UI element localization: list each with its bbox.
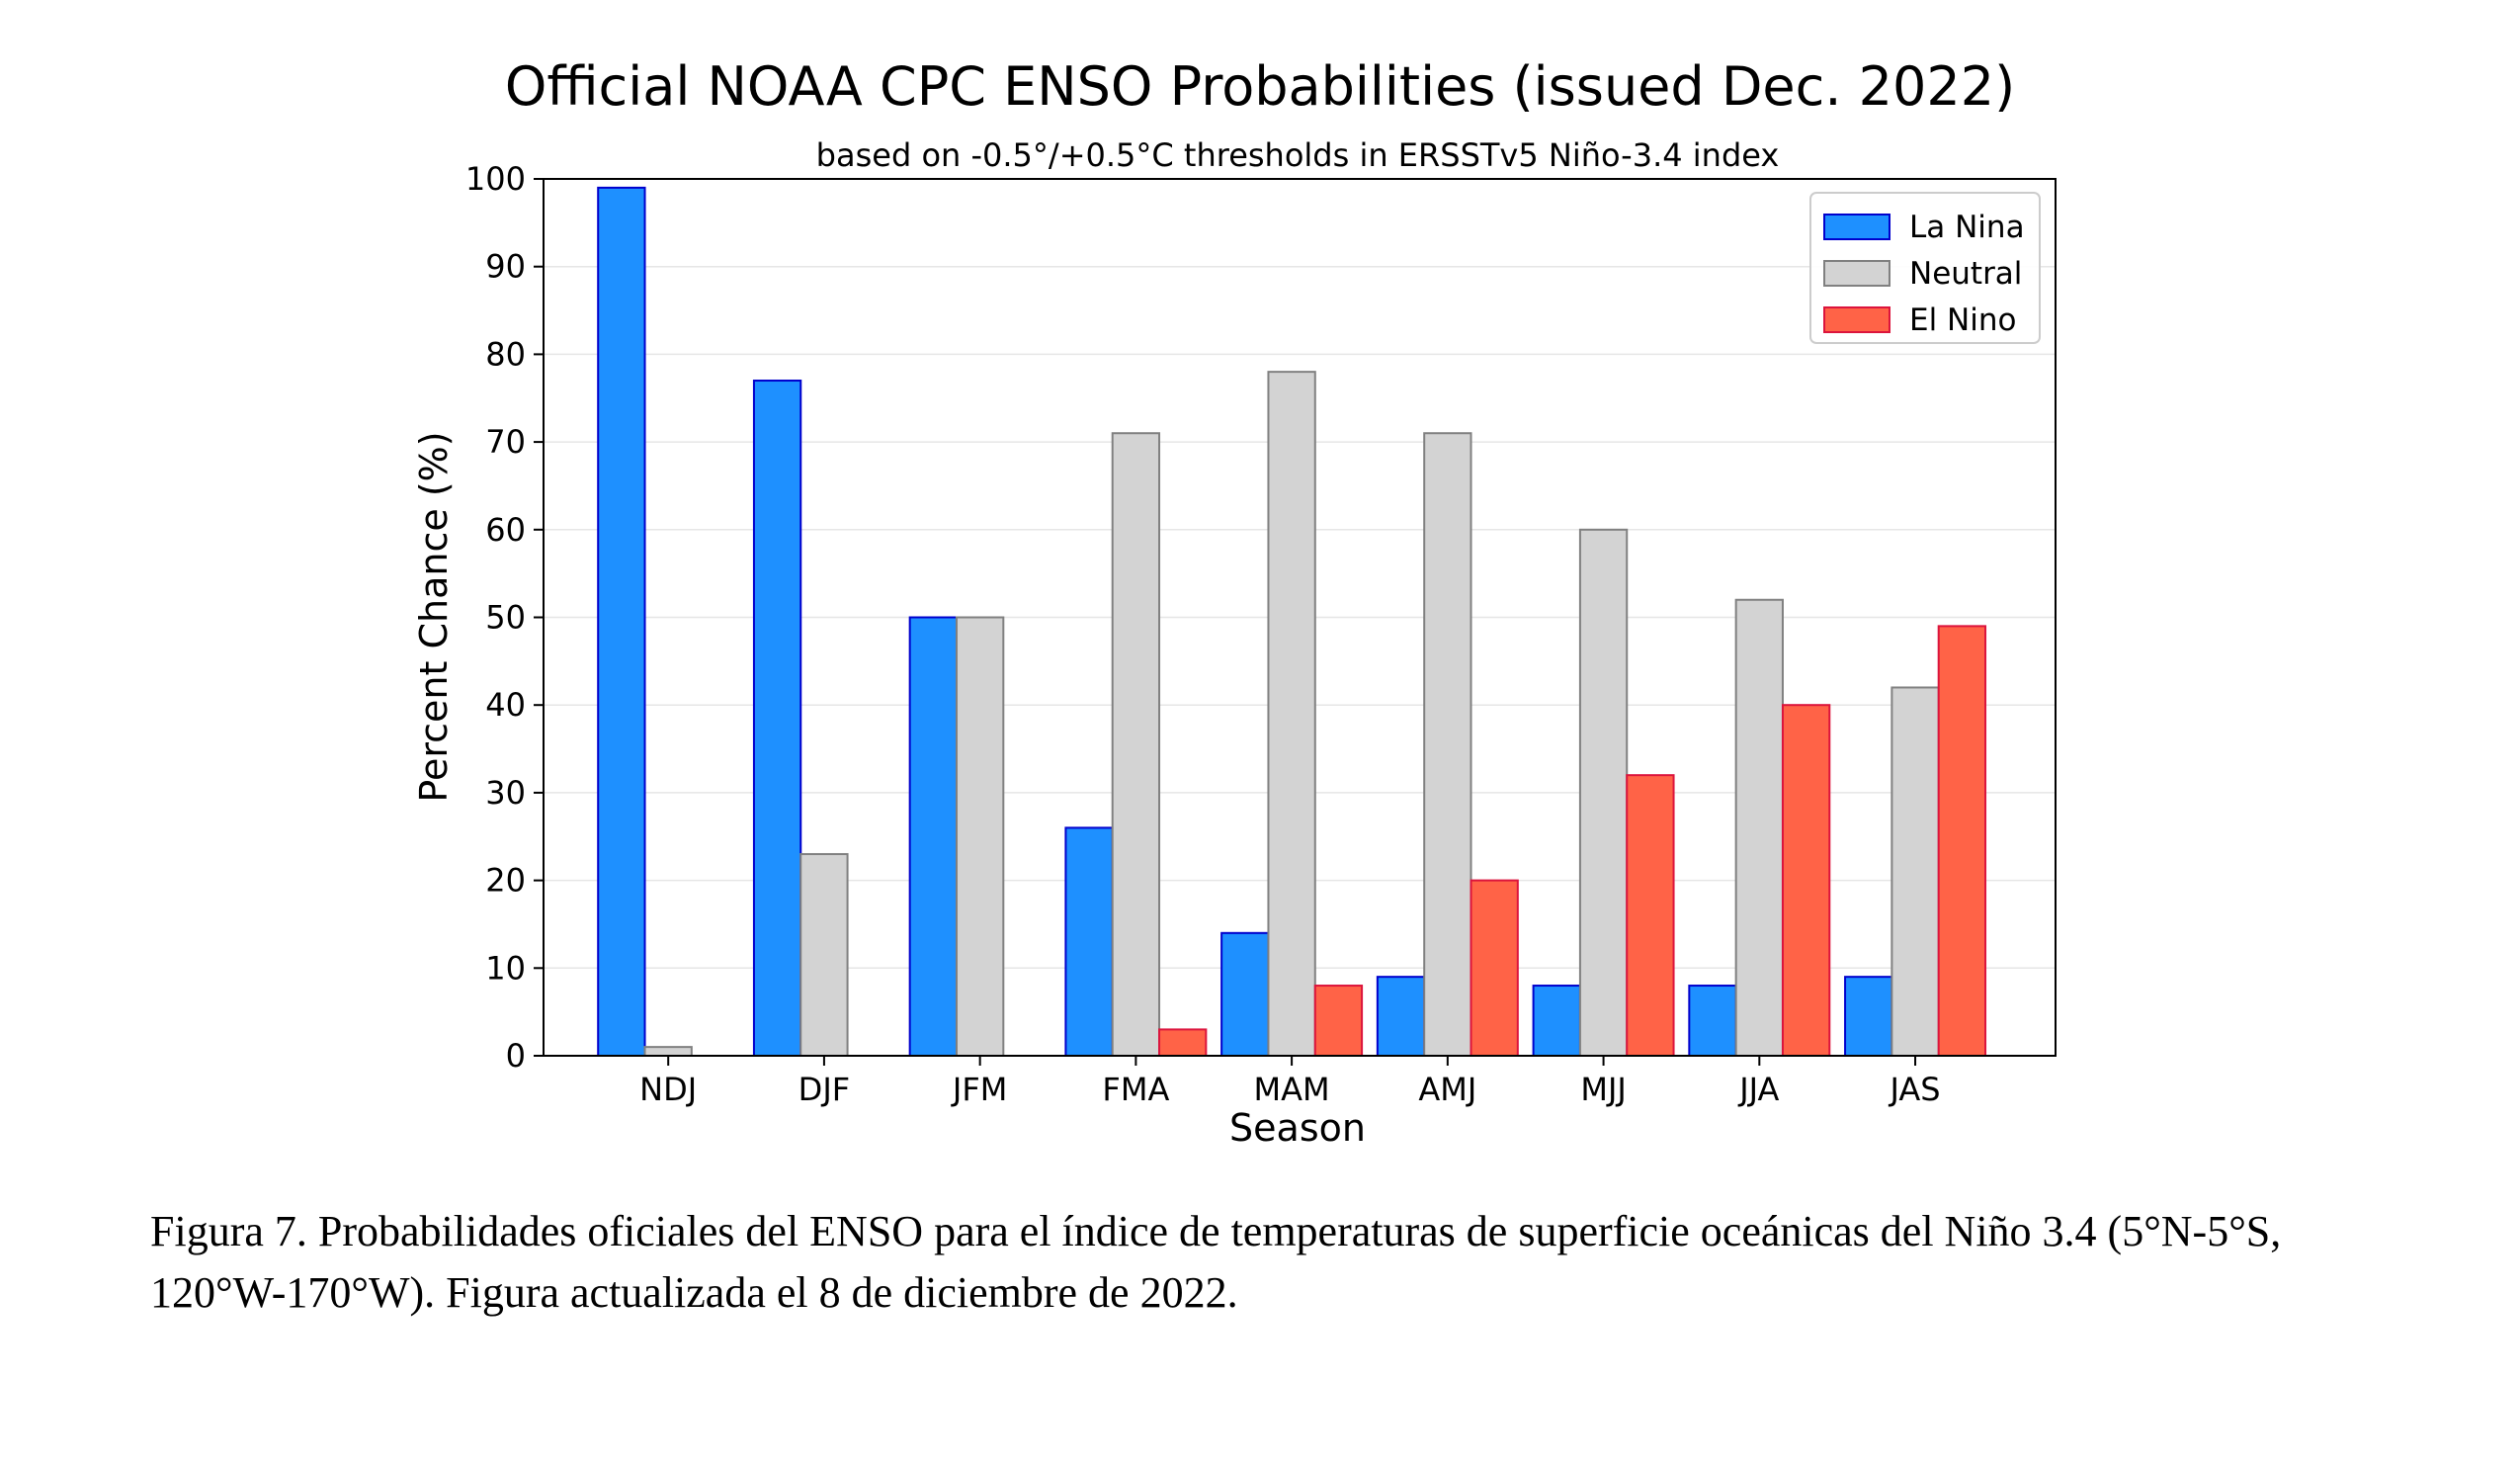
y-tick-label-90: 90 xyxy=(485,248,526,286)
bar-neutral-DJF xyxy=(799,852,849,1057)
y-axis-ticks: 0 10 20 30 40 50 60 70 80 90 100 xyxy=(465,160,544,1075)
y-tick-label-100: 100 xyxy=(465,160,526,198)
bar-la-nina-MJJ xyxy=(1532,985,1581,1057)
bar-neutral-JJA xyxy=(1734,598,1784,1057)
legend: La Nina Neutral El Nino xyxy=(1809,192,2041,344)
bar-neutral-JFM xyxy=(955,616,1005,1057)
bar-el-nino-MJJ xyxy=(1626,774,1675,1057)
bar-el-nino-FMA xyxy=(1158,1028,1208,1058)
bar-la-nina-DJF xyxy=(752,380,802,1057)
bar-el-nino-AMJ xyxy=(1470,879,1519,1057)
bar-neutral-JAS xyxy=(1890,686,1940,1058)
x-tick-label-DJF: DJF xyxy=(798,1071,850,1108)
legend-label-neutral: Neutral xyxy=(1909,256,2022,292)
y-tick-label-50: 50 xyxy=(485,599,526,637)
y-tick-label-60: 60 xyxy=(485,511,526,549)
x-axis-ticks: NDJ DJF JFM FMA MAM AMJ MJJ JJA JAS xyxy=(639,1056,1941,1108)
bar-el-nino-JAS xyxy=(1937,625,1987,1057)
chart-title: Official NOAA CPC ENSO Probabilities (is… xyxy=(505,55,2015,118)
x-tick-label-FMA: FMA xyxy=(1102,1071,1169,1108)
y-tick-label-20: 20 xyxy=(485,862,526,900)
bar-neutral-AMJ xyxy=(1423,432,1472,1058)
bar-la-nina-NDJ xyxy=(597,186,646,1057)
legend-swatch-el-nino xyxy=(1823,306,1890,333)
bars xyxy=(597,186,1987,1058)
y-tick-label-40: 40 xyxy=(485,686,526,724)
bar-neutral-MAM xyxy=(1267,371,1316,1057)
bar-neutral-NDJ xyxy=(643,1046,693,1058)
x-tick-label-JJA: JJA xyxy=(1737,1071,1779,1108)
legend-swatch-neutral xyxy=(1823,260,1890,287)
bar-la-nina-JAS xyxy=(1844,976,1893,1057)
bar-la-nina-AMJ xyxy=(1376,976,1426,1057)
bar-la-nina-JJA xyxy=(1688,985,1737,1057)
bar-la-nina-FMA xyxy=(1064,826,1114,1057)
bar-el-nino-JJA xyxy=(1781,704,1831,1057)
x-tick-label-NDJ: NDJ xyxy=(639,1071,697,1108)
bar-neutral-MJJ xyxy=(1578,528,1629,1057)
legend-swatch-la-nina xyxy=(1823,214,1890,240)
y-tick-label-0: 0 xyxy=(506,1037,526,1075)
bar-el-nino-MAM xyxy=(1313,985,1364,1057)
legend-label-el-nino: El Nino xyxy=(1909,302,2016,338)
figure-caption: Figura 7. Probabilidades oficiales del E… xyxy=(150,1207,2282,1317)
y-axis-label: Percent Chance (%) xyxy=(412,431,456,802)
bar-la-nina-MAM xyxy=(1220,931,1270,1058)
bar-neutral-FMA xyxy=(1111,432,1161,1058)
x-tick-label-JAS: JAS xyxy=(1889,1071,1941,1108)
y-tick-label-80: 80 xyxy=(485,335,526,373)
x-tick-label-JFM: JFM xyxy=(951,1071,1007,1108)
x-tick-label-MJJ: MJJ xyxy=(1580,1071,1626,1108)
x-axis-label: Season xyxy=(1229,1106,1366,1150)
y-tick-label-30: 30 xyxy=(485,774,526,812)
chart-subtitle: based on -0.5°/+0.5°C thresholds in ERSS… xyxy=(816,136,1780,174)
x-tick-label-AMJ: AMJ xyxy=(1418,1071,1476,1108)
bar-la-nina-JFM xyxy=(908,616,958,1057)
y-tick-label-70: 70 xyxy=(485,423,526,461)
legend-label-la-nina: La Nina xyxy=(1909,210,2025,245)
x-tick-label-MAM: MAM xyxy=(1254,1071,1330,1108)
y-tick-label-10: 10 xyxy=(485,949,526,987)
